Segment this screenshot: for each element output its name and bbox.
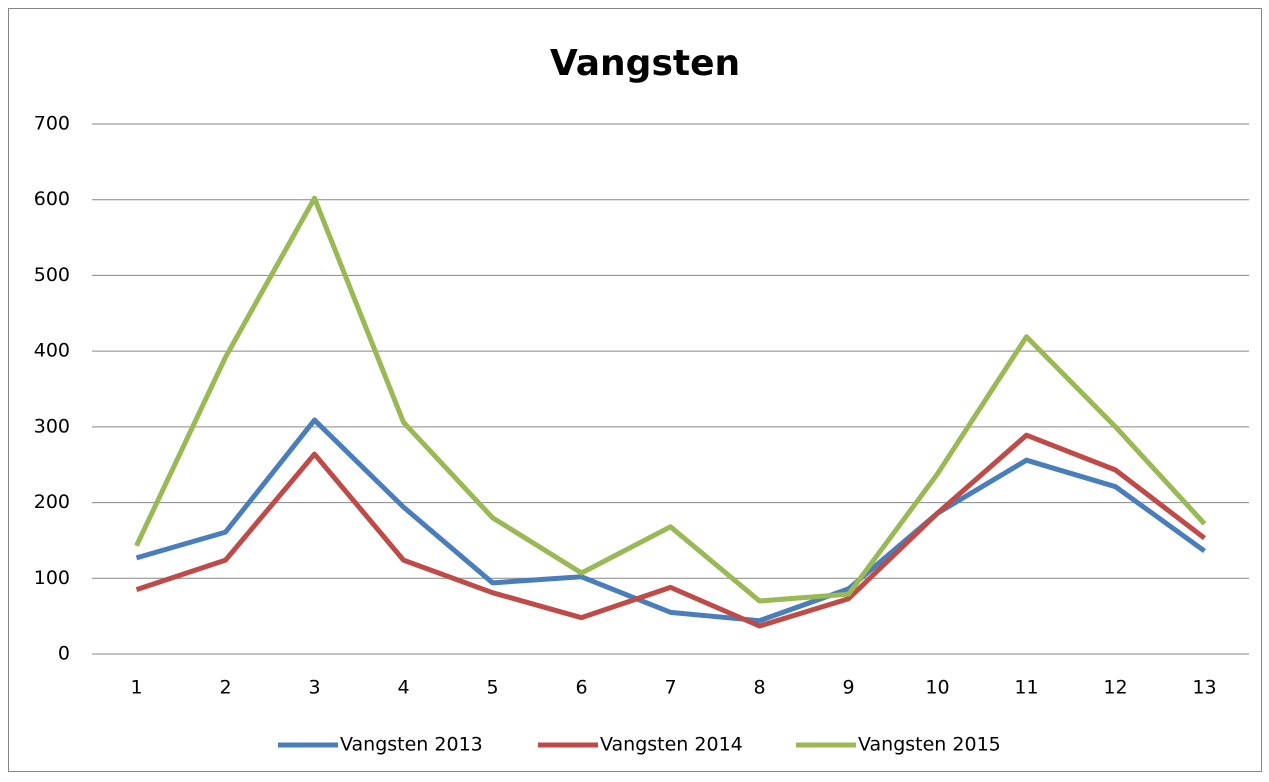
x-tick-label: 1	[130, 677, 142, 699]
y-tick-label: 700	[34, 113, 70, 135]
legend-label: Vangsten 2013	[340, 734, 483, 756]
y-tick-label: 300	[34, 415, 70, 437]
chart-title: Vangsten	[550, 43, 740, 84]
y-tick-label: 400	[34, 340, 70, 362]
x-tick-label: 9	[842, 677, 854, 699]
x-tick-label: 7	[664, 677, 676, 699]
legend-label: Vangsten 2015	[858, 734, 1001, 756]
x-tick-label: 4	[397, 677, 409, 699]
y-tick-label: 100	[34, 567, 70, 589]
x-tick-label: 11	[1014, 677, 1038, 699]
x-tick-label: 13	[1192, 677, 1216, 699]
y-tick-label: 500	[34, 264, 70, 286]
x-tick-label: 3	[308, 677, 320, 699]
chart-border	[8, 8, 1262, 772]
x-tick-label: 5	[486, 677, 498, 699]
x-tick-label: 6	[575, 677, 587, 699]
x-tick-label: 12	[1103, 677, 1127, 699]
x-tick-label: 8	[753, 677, 765, 699]
legend-label: Vangsten 2014	[600, 734, 743, 756]
y-tick-label: 200	[34, 491, 70, 513]
x-tick-label: 2	[219, 677, 231, 699]
series-line	[135, 432, 1207, 629]
y-tick-label: 0	[58, 643, 70, 665]
series-line	[134, 195, 1207, 604]
x-tick-label: 10	[925, 677, 949, 699]
y-tick-label: 600	[34, 188, 70, 210]
series-line	[135, 417, 1206, 624]
